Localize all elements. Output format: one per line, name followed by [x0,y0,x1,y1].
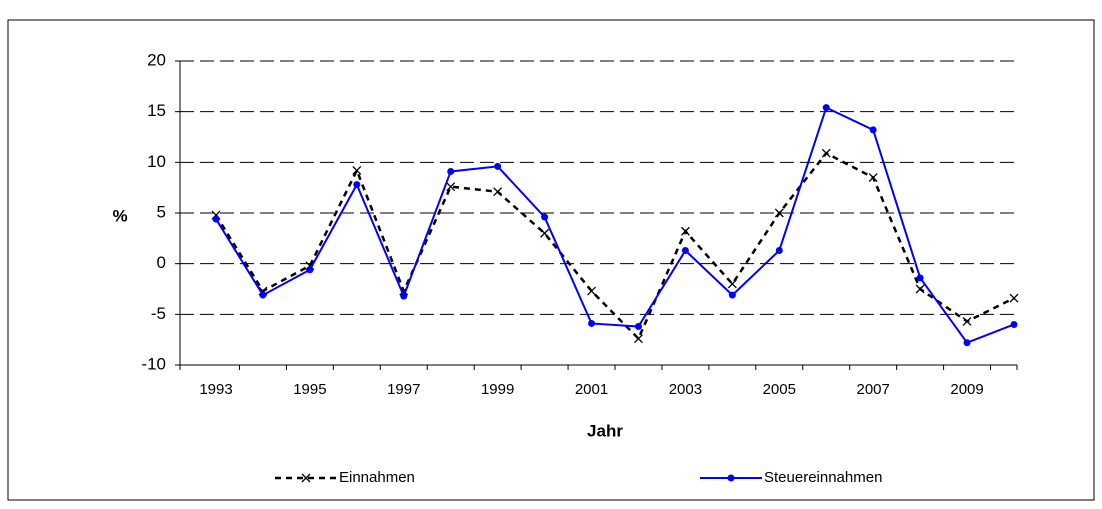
y-tick-label: -5 [151,304,166,323]
legend-marker [727,474,735,482]
legend-label: Einnahmen [339,469,415,486]
data-point [822,104,830,112]
data-point [1010,320,1018,328]
series-line [214,151,1015,341]
data-point [868,173,878,182]
x-tick-label: 2001 [575,381,608,398]
y-tick-label: -10 [141,354,166,373]
x-tick-label: 2003 [669,381,702,398]
x-axis-label: Jahr [587,421,623,440]
data-point [634,334,643,344]
data-point [587,286,596,296]
data-point [306,266,314,274]
data-point [212,215,220,223]
x-tick-label: 2007 [856,381,889,398]
y-tick-label: 15 [147,101,166,120]
data-point [1009,293,1019,303]
data-point [353,181,361,189]
data-point [916,274,924,282]
x-tick-label: 1997 [387,381,420,398]
y-tick-label: 5 [157,202,166,221]
y-tick-label: 10 [147,152,166,171]
x-tick-label: 1993 [199,381,232,398]
x-tick-label: 1995 [293,381,326,398]
data-point [680,226,690,236]
series-line [215,106,1015,344]
data-point [446,182,456,192]
data-point [962,316,972,326]
data-point [540,228,550,238]
chart-frame [7,19,1095,501]
data-point [774,208,784,218]
y-tick-label: 20 [147,50,166,69]
data-point [400,292,408,300]
legend-marker [301,473,311,483]
data-point [915,284,925,294]
x-tick-label: 1999 [481,381,514,398]
y-axis-label: % [112,206,127,225]
data-point [963,339,971,347]
data-point [681,246,689,254]
data-point [352,165,362,175]
y-tick-label: 0 [157,253,166,272]
data-point [493,187,503,197]
data-point [775,246,783,254]
data-point [821,148,831,158]
data-point [494,162,502,170]
x-tick-label: 2009 [950,381,983,398]
data-point [727,279,737,289]
data-point [447,167,455,175]
data-point [541,213,549,221]
data-point [869,126,877,134]
legend-label: Steuereinnahmen [764,469,882,486]
data-point [634,322,642,330]
data-point [588,319,596,327]
x-tick-label: 2005 [763,381,796,398]
data-point [259,291,267,299]
data-point [728,291,736,299]
